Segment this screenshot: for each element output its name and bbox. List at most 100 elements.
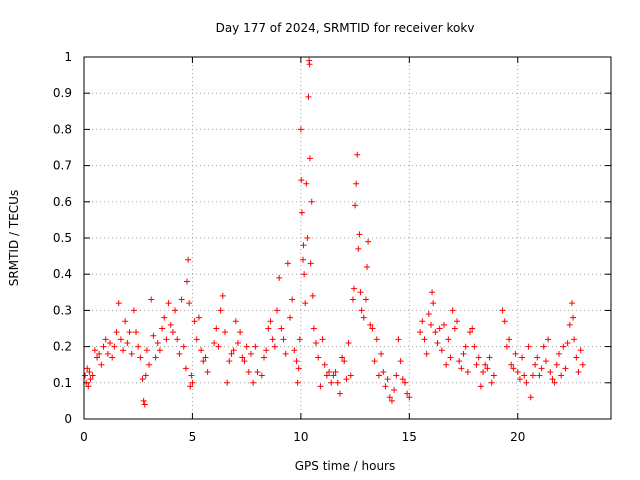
x-tick-label: 5 (189, 430, 197, 444)
data-point (356, 231, 363, 238)
data-point (358, 307, 365, 314)
data-point (579, 361, 586, 368)
data-point (551, 379, 558, 386)
data-point (91, 347, 98, 354)
data-point (126, 329, 133, 336)
data-point (326, 368, 333, 375)
data-point (180, 343, 187, 350)
data-point (512, 350, 519, 357)
data-point (100, 343, 107, 350)
data-point (291, 347, 298, 354)
data-point (527, 394, 534, 401)
data-point (319, 336, 326, 343)
data-point (230, 347, 237, 354)
data-point (187, 383, 194, 390)
data-point (172, 307, 179, 314)
data-point (354, 151, 361, 158)
data-point (364, 263, 371, 270)
data-point (406, 394, 413, 401)
data-point (399, 376, 406, 383)
data-point (482, 361, 489, 368)
data-point (321, 361, 328, 368)
data-point (86, 368, 93, 375)
data-point (501, 318, 508, 325)
data-point (293, 358, 300, 365)
x-tick-label: 15 (402, 430, 417, 444)
data-point (395, 336, 402, 343)
data-point (139, 376, 146, 383)
data-point (146, 361, 153, 368)
y-tick-label: 0.8 (53, 122, 72, 136)
data-point (141, 401, 148, 408)
data-point (274, 307, 281, 314)
data-point (150, 332, 157, 339)
data-point (189, 379, 196, 386)
data-point (404, 390, 411, 397)
data-point (217, 307, 224, 314)
data-point (191, 318, 198, 325)
data-point (555, 350, 562, 357)
data-point (111, 343, 118, 350)
data-point (193, 336, 200, 343)
data-point (570, 314, 577, 321)
data-point (475, 354, 482, 361)
data-point (341, 358, 348, 365)
data-point (317, 383, 324, 390)
data-point (142, 372, 149, 379)
data-point (271, 343, 278, 350)
data-point (308, 198, 315, 205)
data-point (328, 379, 335, 386)
data-point (397, 358, 404, 365)
data-point (245, 368, 252, 375)
data-point (443, 361, 450, 368)
data-point (434, 339, 441, 346)
data-point (369, 325, 376, 332)
data-point (391, 387, 398, 394)
data-point (184, 278, 191, 285)
data-point (263, 347, 270, 354)
data-point (349, 296, 356, 303)
data-point (454, 318, 461, 325)
data-point (343, 376, 350, 383)
data-point (143, 347, 150, 354)
data-point (562, 365, 569, 372)
data-point (243, 343, 250, 350)
data-point (96, 350, 103, 357)
data-point (430, 300, 437, 307)
data-point (467, 329, 474, 336)
data-point (339, 354, 346, 361)
data-point (267, 318, 274, 325)
data-point (353, 180, 360, 187)
data-point (351, 285, 358, 292)
data-point (117, 336, 124, 343)
y-tick-label: 0.4 (53, 267, 72, 281)
data-point (427, 321, 434, 328)
data-point (140, 397, 147, 404)
data-point (182, 365, 189, 372)
data-point (226, 358, 233, 365)
data-point (297, 126, 304, 133)
data-point (276, 274, 283, 281)
data-point (508, 361, 515, 368)
data-point (380, 368, 387, 375)
data-point (309, 292, 316, 299)
data-point (464, 368, 471, 375)
data-point (306, 61, 313, 68)
data-point (425, 311, 432, 318)
data-point (128, 350, 135, 357)
data-point (298, 177, 305, 184)
data-point (371, 358, 378, 365)
data-point (167, 321, 174, 328)
data-point (284, 260, 291, 267)
data-point (553, 361, 560, 368)
data-point (315, 354, 322, 361)
data-point (549, 376, 556, 383)
data-point (185, 256, 192, 263)
data-point (571, 336, 578, 343)
data-point (577, 347, 584, 354)
data-point (241, 358, 248, 365)
data-point (176, 350, 183, 357)
data-point (87, 376, 94, 383)
data-point (122, 318, 129, 325)
data-point (120, 347, 127, 354)
